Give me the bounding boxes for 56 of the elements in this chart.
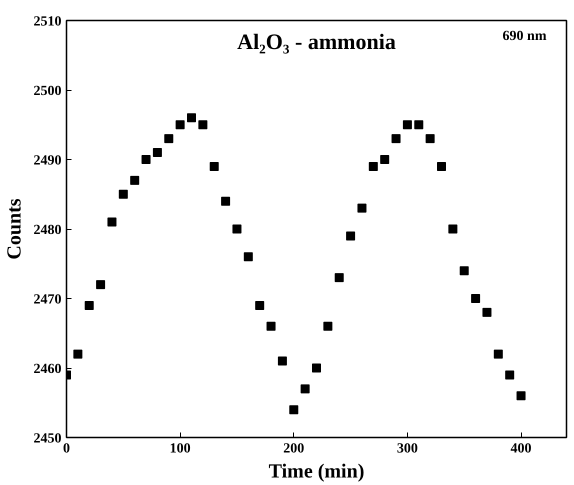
point: [346, 231, 356, 240]
point: [210, 162, 219, 171]
point: [255, 300, 264, 310]
point: [392, 134, 401, 144]
point: [312, 364, 321, 372]
x-tick-label: 0: [63, 442, 70, 456]
point: [73, 350, 82, 359]
point: [380, 155, 390, 164]
point: [494, 350, 503, 359]
point: [232, 224, 242, 234]
annotation: Al₂O₃ - ammonia: [237, 28, 396, 54]
point: [368, 162, 378, 171]
point: [107, 218, 116, 227]
point: [482, 308, 492, 317]
point: [152, 148, 162, 158]
point: [289, 405, 298, 414]
y-axis-title: Counts: [4, 198, 26, 260]
point: [414, 120, 424, 130]
x-axis-title: Time (min): [268, 460, 364, 482]
point: [187, 113, 196, 122]
y-tick-label: 2490: [34, 154, 62, 168]
point: [198, 120, 208, 130]
point: [96, 280, 106, 290]
point: [164, 134, 174, 144]
x-tick-label: 400: [510, 442, 532, 456]
y-tick-label: 2510: [34, 14, 62, 30]
point: [426, 134, 435, 144]
point: [266, 322, 276, 331]
point: [448, 224, 458, 234]
point: [505, 370, 514, 380]
point: [460, 266, 469, 276]
point: [357, 204, 366, 213]
x-tick-label: 100: [170, 442, 191, 456]
x-tick-label: 300: [396, 442, 418, 456]
point: [334, 273, 344, 282]
point: [142, 155, 151, 164]
point: [176, 120, 185, 130]
y-tick-label: 2450: [34, 432, 62, 446]
point: [300, 384, 310, 394]
point: [278, 356, 287, 366]
point: [323, 322, 332, 331]
point: [118, 190, 128, 199]
point: [84, 300, 94, 310]
point: [471, 294, 480, 303]
point: [221, 196, 230, 206]
y-tick-label: 2470: [34, 292, 62, 308]
y-tick-label: 2460: [34, 362, 62, 377]
x-tick-label: 200: [283, 442, 304, 456]
point: [402, 120, 412, 130]
y-tick-label: 2500: [34, 84, 62, 99]
point: [437, 162, 446, 171]
point: [516, 391, 526, 400]
point: [130, 176, 140, 185]
y-tick-label: 2480: [34, 223, 62, 238]
point: [244, 252, 253, 262]
annotation: 690 nm: [502, 28, 547, 44]
